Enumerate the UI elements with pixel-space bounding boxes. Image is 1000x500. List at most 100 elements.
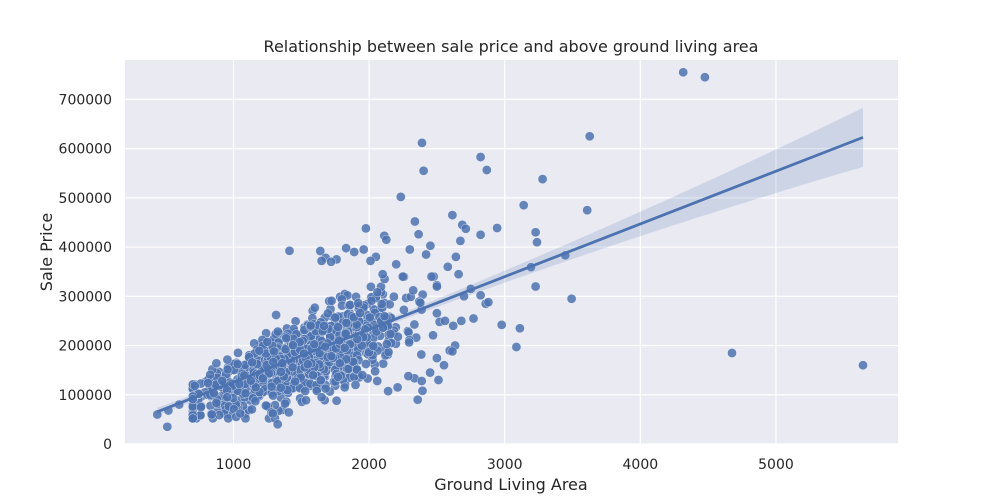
data-point	[396, 192, 406, 202]
data-point	[308, 370, 318, 380]
data-point	[425, 240, 436, 251]
data-point	[235, 408, 246, 419]
data-point	[399, 305, 409, 315]
y-tick-label: 400000	[59, 240, 112, 256]
data-point	[254, 345, 265, 356]
data-point	[403, 371, 414, 381]
data-point	[341, 243, 351, 253]
data-point	[273, 326, 283, 337]
data-point	[162, 422, 173, 432]
data-point	[530, 281, 541, 292]
data-point	[315, 246, 326, 256]
data-point	[385, 329, 396, 339]
data-point	[417, 138, 427, 148]
data-point	[284, 246, 295, 256]
data-point	[537, 174, 548, 184]
y-tick-label: 100000	[59, 388, 112, 404]
data-point	[413, 229, 424, 240]
data-point	[376, 299, 387, 309]
data-point	[700, 72, 710, 82]
data-point	[461, 224, 471, 234]
data-point	[432, 281, 442, 292]
data-point	[432, 308, 442, 318]
data-point	[301, 395, 311, 406]
data-point	[223, 413, 233, 424]
data-point	[247, 357, 257, 368]
data-point	[310, 302, 320, 313]
data-point	[355, 308, 365, 318]
data-point	[511, 342, 522, 352]
data-point	[410, 216, 420, 227]
data-point	[335, 358, 345, 369]
data-point	[433, 375, 444, 385]
data-point	[530, 227, 541, 238]
data-point	[222, 354, 233, 365]
chart-title: Relationship between sale price and abov…	[264, 37, 759, 56]
data-point	[383, 386, 393, 396]
data-point	[233, 348, 243, 358]
y-axis-title: Sale Price	[37, 213, 56, 291]
data-point	[345, 300, 355, 310]
data-point	[392, 382, 403, 393]
data-point	[323, 308, 333, 319]
y-tick-label: 700000	[59, 92, 112, 108]
data-point	[222, 392, 232, 402]
data-point	[349, 247, 359, 257]
data-point	[416, 349, 427, 360]
data-point	[205, 369, 215, 380]
data-point	[261, 400, 271, 411]
data-points	[152, 67, 868, 432]
data-point	[453, 269, 464, 279]
data-point	[326, 257, 336, 267]
data-point	[190, 381, 200, 391]
data-point	[268, 408, 278, 419]
data-point	[483, 297, 494, 307]
data-point	[326, 296, 337, 306]
data-point	[447, 210, 458, 220]
data-point	[271, 310, 281, 320]
data-point	[421, 249, 431, 260]
data-point	[319, 321, 329, 331]
data-point	[383, 347, 394, 357]
data-point	[496, 320, 507, 330]
x-tick-label: 4000	[623, 457, 659, 473]
data-point	[378, 358, 388, 369]
y-tick-label: 0	[103, 437, 112, 453]
x-axis-title: Ground Living Area	[434, 475, 587, 494]
data-point	[316, 375, 326, 386]
data-point	[398, 271, 408, 282]
x-tick-label: 1000	[216, 457, 252, 473]
data-point	[408, 285, 418, 296]
y-tick-label: 300000	[59, 289, 112, 305]
data-point	[262, 337, 273, 347]
data-point	[727, 348, 737, 358]
data-point	[451, 252, 461, 262]
data-point	[222, 364, 233, 375]
data-point	[333, 372, 343, 382]
data-point	[370, 366, 380, 377]
data-point	[417, 386, 428, 396]
data-point	[290, 376, 300, 387]
x-tick-label: 3000	[487, 457, 523, 473]
data-point	[276, 367, 286, 377]
data-point	[276, 382, 286, 393]
data-point	[258, 373, 268, 384]
data-point	[584, 131, 595, 142]
data-point	[281, 333, 291, 344]
data-point	[339, 382, 350, 393]
data-point	[365, 312, 375, 323]
data-point	[250, 396, 261, 406]
data-point	[440, 316, 450, 326]
data-point	[432, 353, 442, 363]
data-point	[240, 388, 251, 399]
regression-line	[156, 136, 864, 414]
data-point	[284, 407, 294, 418]
data-point	[232, 359, 243, 369]
data-point	[418, 166, 429, 176]
data-point	[482, 165, 492, 175]
data-point	[266, 381, 277, 392]
data-point	[272, 419, 283, 430]
data-point	[447, 346, 458, 357]
data-point	[515, 323, 525, 334]
data-point	[305, 320, 316, 331]
